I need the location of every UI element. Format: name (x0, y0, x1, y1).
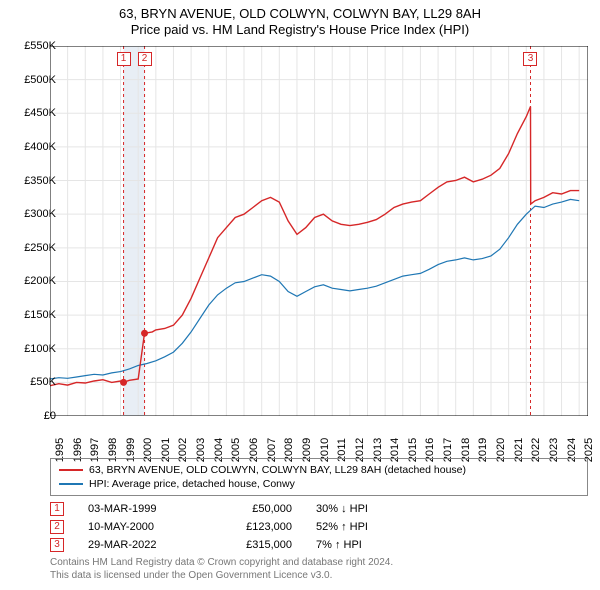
legend-item: HPI: Average price, detached house, Conw… (59, 477, 579, 491)
chart-container: 63, BRYN AVENUE, OLD COLWYN, COLWYN BAY,… (0, 0, 600, 590)
event-row: 1 03-MAR-1999 £50,000 30% ↓ HPI (50, 500, 406, 518)
y-tick-label: £250K (24, 242, 56, 254)
title-block: 63, BRYN AVENUE, OLD COLWYN, COLWYN BAY,… (0, 0, 600, 39)
legend-item: 63, BRYN AVENUE, OLD COLWYN, COLWYN BAY,… (59, 463, 579, 477)
event-marker-box: 1 (117, 52, 131, 66)
y-tick-label: £450K (24, 107, 56, 119)
event-delta: 30% ↓ HPI (316, 503, 406, 515)
y-tick-label: £50K (30, 376, 56, 388)
events-table: 1 03-MAR-1999 £50,000 30% ↓ HPI 2 10-MAY… (50, 500, 406, 554)
y-tick-label: £100K (24, 343, 56, 355)
event-marker-box: 2 (138, 52, 152, 66)
event-date: 03-MAR-1999 (88, 503, 188, 515)
y-tick-label: £0 (44, 410, 56, 422)
y-tick-label: £150K (24, 309, 56, 321)
footer-line2: This data is licensed under the Open Gov… (50, 569, 393, 582)
event-row: 3 29-MAR-2022 £315,000 7% ↑ HPI (50, 536, 406, 554)
legend: 63, BRYN AVENUE, OLD COLWYN, COLWYN BAY,… (50, 458, 588, 496)
event-marker-icon: 3 (50, 538, 64, 552)
footer-attribution: Contains HM Land Registry data © Crown c… (50, 556, 393, 582)
event-delta: 7% ↑ HPI (316, 539, 406, 551)
title-line1: 63, BRYN AVENUE, OLD COLWYN, COLWYN BAY,… (0, 6, 600, 21)
event-price: £50,000 (212, 503, 292, 515)
legend-swatch (59, 469, 83, 471)
y-tick-label: £300K (24, 208, 56, 220)
event-date: 29-MAR-2022 (88, 539, 188, 551)
event-delta: 52% ↑ HPI (316, 521, 406, 533)
event-marker-icon: 1 (50, 502, 64, 516)
y-tick-label: £500K (24, 74, 56, 86)
event-date: 10-MAY-2000 (88, 521, 188, 533)
event-price: £123,000 (212, 521, 292, 533)
y-tick-label: £350K (24, 175, 56, 187)
event-marker-box: 3 (523, 52, 537, 66)
y-tick-label: £550K (24, 40, 56, 52)
legend-label: HPI: Average price, detached house, Conw… (89, 478, 295, 490)
event-row: 2 10-MAY-2000 £123,000 52% ↑ HPI (50, 518, 406, 536)
footer-line1: Contains HM Land Registry data © Crown c… (50, 556, 393, 569)
legend-swatch (59, 483, 83, 485)
chart-svg (50, 46, 588, 416)
event-marker-icon: 2 (50, 520, 64, 534)
y-tick-label: £200K (24, 275, 56, 287)
legend-label: 63, BRYN AVENUE, OLD COLWYN, COLWYN BAY,… (89, 464, 466, 476)
title-line2: Price paid vs. HM Land Registry's House … (0, 22, 600, 37)
event-price: £315,000 (212, 539, 292, 551)
y-tick-label: £400K (24, 141, 56, 153)
chart-plot-area (50, 46, 588, 416)
